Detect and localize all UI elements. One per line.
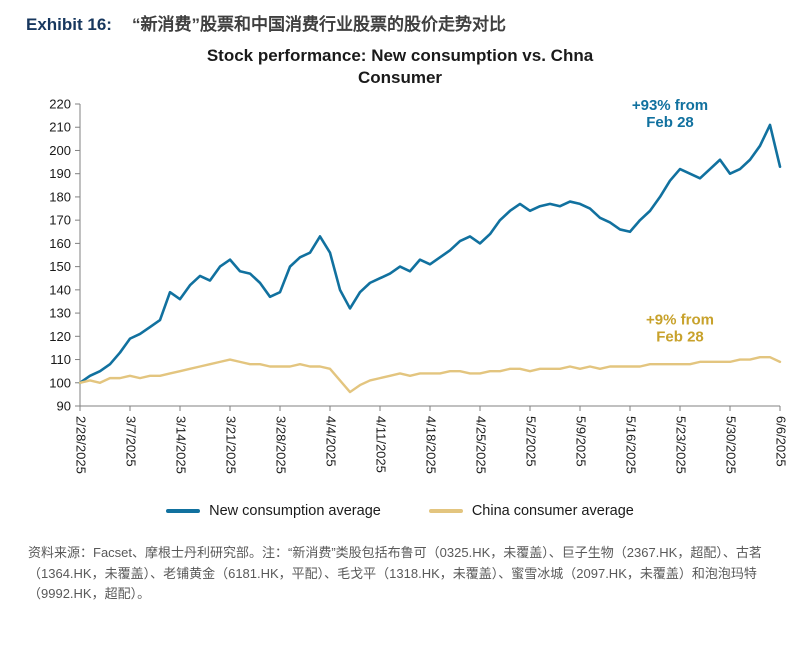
y-tick-label: 90 xyxy=(57,399,71,414)
exhibit-label: Exhibit 16: xyxy=(26,15,112,34)
x-tick-label: 5/9/2025 xyxy=(574,416,589,467)
series-line-china-consumer xyxy=(78,356,782,394)
y-tick-label: 130 xyxy=(49,306,71,321)
y-tick-label: 190 xyxy=(49,167,71,182)
x-tick-label: 4/25/2025 xyxy=(474,416,489,474)
x-tick-label: 5/2/2025 xyxy=(524,416,539,467)
y-tick-label: 210 xyxy=(49,120,71,135)
legend-label-new-consumption: New consumption average xyxy=(209,503,381,520)
x-tick-label: 3/21/2025 xyxy=(224,416,239,474)
x-tick-label: 6/6/2025 xyxy=(774,416,789,467)
legend-item-china-consumer: China consumer average xyxy=(428,503,634,520)
y-tick-label: 220 xyxy=(49,97,71,112)
source-note: 资料来源：Facset、摩根士丹利研究部。注：“新消费”类股包括布鲁可（0325… xyxy=(28,545,762,601)
y-tick-label: 160 xyxy=(49,236,71,251)
legend-item-new-consumption: New consumption average xyxy=(166,503,381,519)
annotation-new-consumption-gain: +93% from Feb 28 xyxy=(632,97,708,131)
x-tick-label: 5/23/2025 xyxy=(674,416,689,474)
x-tick-label: 4/4/2025 xyxy=(324,416,339,467)
annotation-china-consumer-gain: +9% from Feb 28 xyxy=(646,312,714,346)
x-tick-label: 2/28/2025 xyxy=(74,416,89,474)
legend-swatch-china-consumer xyxy=(428,509,463,514)
x-tick-label: 3/14/2025 xyxy=(174,416,189,474)
y-tick-label: 100 xyxy=(49,376,71,391)
y-tick-label: 170 xyxy=(49,213,71,228)
legend-label-china-consumer: China consumer average xyxy=(471,503,634,520)
chart-title: Stock performance: New consumption vs. C… xyxy=(206,46,594,88)
x-tick-label: 3/7/2025 xyxy=(124,416,139,467)
legend-swatch-new-consumption xyxy=(166,509,201,514)
chart-legend: New consumption average China consumer a… xyxy=(0,503,800,519)
y-tick-label: 150 xyxy=(49,260,71,275)
y-tick-label: 200 xyxy=(49,143,71,158)
chart-svg: 90 100 110 120 130 140 150 160 170 180 190 200 210 22… xyxy=(49,97,789,474)
exhibit-title: “新消费”股票和中国消费行业股票的股价走势对比 xyxy=(131,15,506,34)
y-tick-label: 120 xyxy=(49,329,71,344)
x-tick-label: 5/30/2025 xyxy=(724,416,739,474)
exhibit-header: Exhibit 16: “新消费”股票和中国消费行业股票的股价走势对比 xyxy=(0,0,800,35)
x-tick-label: 3/28/2025 xyxy=(274,416,289,474)
x-tick-label: 4/11/2025 xyxy=(374,416,389,473)
x-tick-label: 5/16/2025 xyxy=(624,416,639,474)
x-tick-label: 4/18/2025 xyxy=(424,416,439,474)
y-tick-label: 180 xyxy=(49,190,71,205)
y-tick-label: 140 xyxy=(49,283,71,298)
series-line-new-consumption xyxy=(78,124,782,385)
y-tick-label: 110 xyxy=(50,352,71,367)
